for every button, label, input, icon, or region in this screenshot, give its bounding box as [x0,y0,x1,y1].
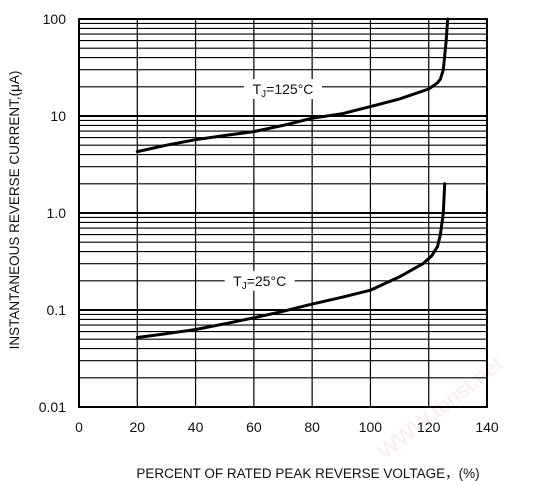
x-tick-label: 20 [129,419,145,435]
grid [78,18,488,408]
y-tick-labels: 100 10 1.0 0.1 0.01 [39,11,66,415]
x-tick-label: 140 [475,419,499,435]
y-axis-title: INSTANTANEOUS REVERSE CURRENT,(μA) [7,71,22,350]
x-tick-label: 120 [417,419,441,435]
x-tick-label: 0 [75,419,83,435]
curve-series-2 [135,182,447,339]
y-tick-label: 1.0 [47,205,67,221]
x-tick-label: 60 [246,419,262,435]
x-axis-title: PERCENT OF RATED PEAK REVERSE VOLTAGE，(%… [136,466,479,481]
curve-labels: TJ=125°C TJ=25°C [224,78,322,292]
y-tick-label: 0.01 [39,399,66,415]
curve-label-background [224,270,295,291]
y-tick-label: 100 [43,11,67,27]
y-tick-label: 0.1 [47,302,67,318]
curves [135,17,450,339]
x-tick-label: 80 [304,419,320,435]
x-tick-label: 40 [188,419,204,435]
y-tick-label: 10 [50,108,66,124]
x-tick-labels: 0 20 40 60 80 100 120 140 [75,419,499,435]
plot-frame [78,18,488,408]
curve-series-1 [135,17,450,154]
x-tick-label: 100 [359,419,383,435]
curve-label: TJ=125°C [253,81,314,100]
curve-label: TJ=25°C [233,273,286,292]
curve-label-background [244,78,322,99]
